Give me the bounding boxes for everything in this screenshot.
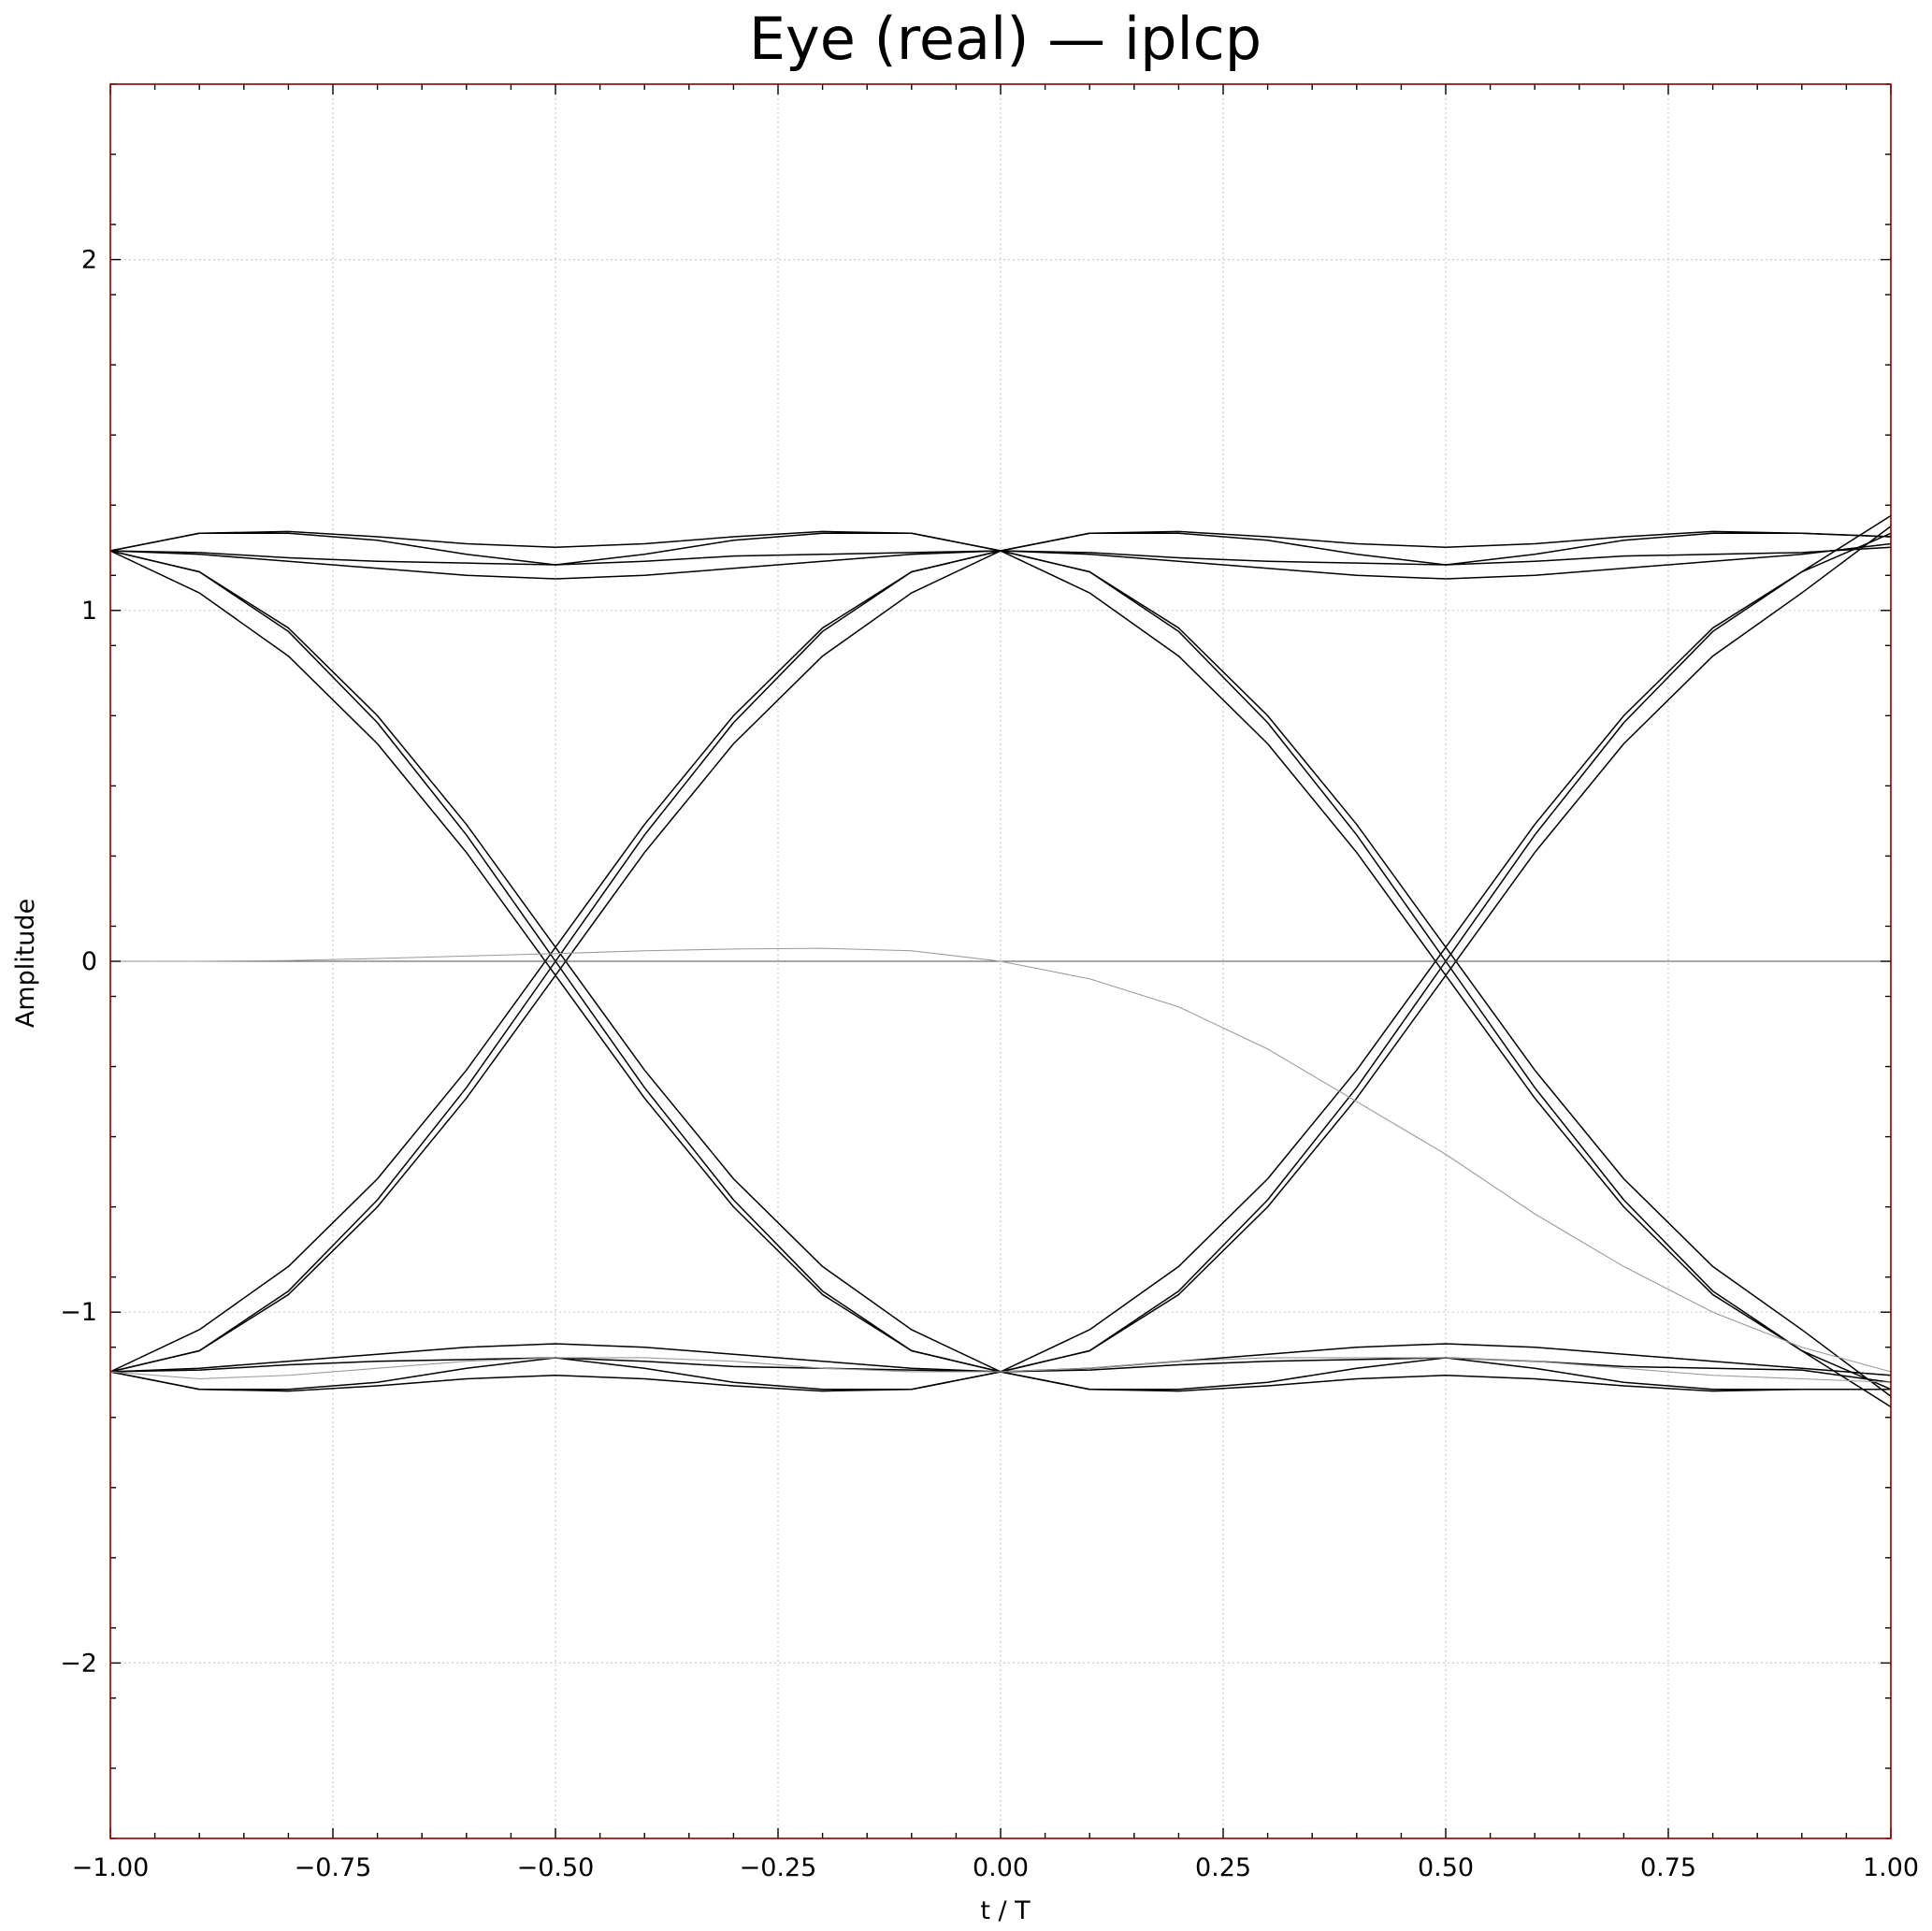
series-line-13 <box>109 550 1892 1391</box>
x-axis-label: t / T <box>980 1896 1031 1925</box>
x-tick-label-3: −0.25 <box>740 1853 817 1882</box>
series-line-10 <box>109 532 1892 1373</box>
y-tick-label-4: 2 <box>81 246 97 275</box>
x-tick-label-6: 0.50 <box>1418 1853 1474 1882</box>
x-tick-label-1: −0.75 <box>295 1853 372 1882</box>
x-tick-label-2: −0.50 <box>517 1853 595 1882</box>
y-tick-label-0: −2 <box>60 1649 97 1678</box>
y-tick-label-2: 0 <box>81 947 97 976</box>
chart-title: Eye (real) — iplcp <box>749 5 1262 73</box>
y-tick-label-3: 1 <box>81 597 97 626</box>
y-axis-label: Amplitude <box>11 899 40 1028</box>
series-group <box>109 514 1892 1408</box>
x-tick-label-8: 1.00 <box>1863 1853 1919 1882</box>
plot-frame <box>109 83 1892 1839</box>
x-tick-label-5: 0.25 <box>1195 1853 1251 1882</box>
x-tick-label-0: −1.00 <box>72 1853 150 1882</box>
x-tick-label-4: 0.00 <box>973 1853 1029 1882</box>
x-tick-label-7: 0.75 <box>1640 1853 1696 1882</box>
y-tick-label-1: −1 <box>60 1298 97 1327</box>
tick-labels: −1.00 −0.75 −0.50 −0.25 0.00 0.25 0.50 0.75 1.00… <box>60 246 1919 1882</box>
series-line-8 <box>109 514 1892 1373</box>
series-line-16 <box>109 1357 1892 1383</box>
series-line-15 <box>110 947 1892 1373</box>
